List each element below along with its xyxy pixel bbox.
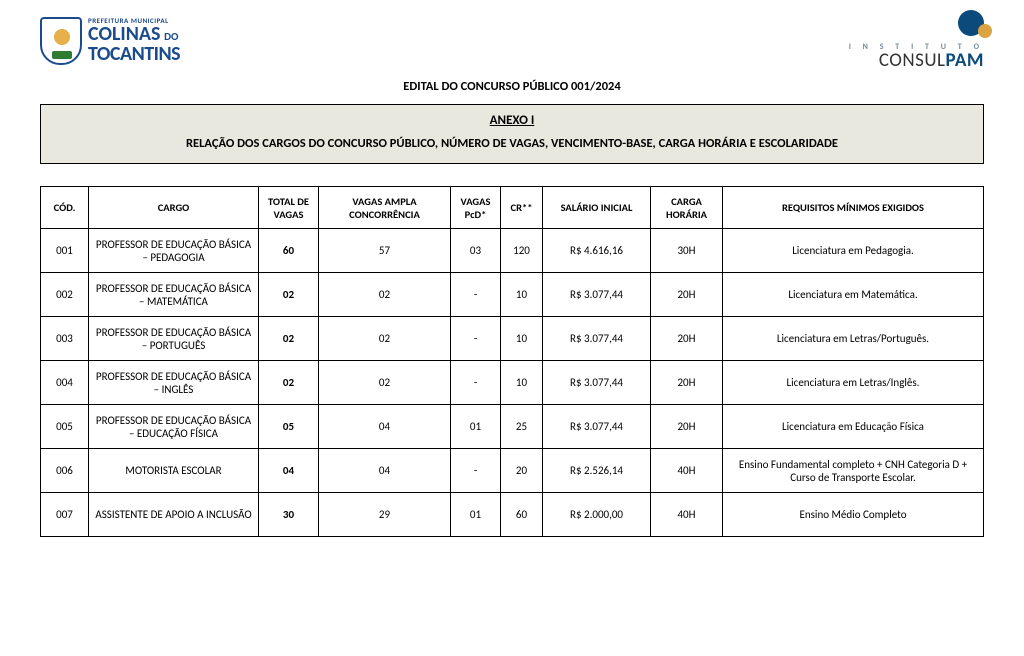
cell-cargo: PROFESSOR DE EDUCAÇÃO BÁSICA – INGLÊS <box>89 361 259 405</box>
institute-logo: I N S T I T U T O CONSULPAM <box>849 10 984 71</box>
cell-total: 02 <box>259 317 319 361</box>
cell-sal: R$ 3.077,44 <box>543 317 651 361</box>
cell-cod: 001 <box>41 229 89 273</box>
cell-total: 30 <box>259 493 319 537</box>
cell-sal: R$ 3.077,44 <box>543 273 651 317</box>
cell-total: 02 <box>259 273 319 317</box>
cell-cargo: PROFESSOR DE EDUCAÇÃO BÁSICA – MATEMÁTIC… <box>89 273 259 317</box>
cell-ch: 20H <box>651 317 723 361</box>
th-cod: CÓD. <box>41 187 89 229</box>
table-row: 001PROFESSOR DE EDUCAÇÃO BÁSICA – PEDAGO… <box>41 229 984 273</box>
cell-ampla: 57 <box>319 229 451 273</box>
table-row: 006MOTORISTA ESCOLAR0404-20R$ 2.526,1440… <box>41 449 984 493</box>
cell-ampla: 04 <box>319 449 451 493</box>
cell-total: 02 <box>259 361 319 405</box>
cell-pcd: - <box>451 317 501 361</box>
table-row: 004PROFESSOR DE EDUCAÇÃO BÁSICA – INGLÊS… <box>41 361 984 405</box>
city-sub-label: TOCANTINS <box>88 44 180 64</box>
cell-cargo: PROFESSOR DE EDUCAÇÃO BÁSICA – PORTUGUÊS <box>89 317 259 361</box>
table-body: 001PROFESSOR DE EDUCAÇÃO BÁSICA – PEDAGO… <box>41 229 984 537</box>
cell-cr: 25 <box>501 405 543 449</box>
edital-title: EDITAL DO CONCURSO PÚBLICO 001/2024 <box>40 79 984 94</box>
cell-ch: 20H <box>651 361 723 405</box>
cell-pcd: - <box>451 273 501 317</box>
cell-sal: R$ 2.000,00 <box>543 493 651 537</box>
cell-cod: 006 <box>41 449 89 493</box>
cell-cr: 60 <box>501 493 543 537</box>
cell-req: Licenciatura em Matemática. <box>723 273 984 317</box>
th-req: REQUISITOS MÍNIMOS EXIGIDOS <box>723 187 984 229</box>
cell-total: 05 <box>259 405 319 449</box>
institute-main-a: CONSUL <box>879 49 946 72</box>
cell-req: Licenciatura em Letras/Inglês. <box>723 361 984 405</box>
cell-pcd: 03 <box>451 229 501 273</box>
cell-sal: R$ 3.077,44 <box>543 361 651 405</box>
cell-total: 60 <box>259 229 319 273</box>
cell-cr: 20 <box>501 449 543 493</box>
cell-pcd: 01 <box>451 405 501 449</box>
th-pcd: VAGAS PcD* <box>451 187 501 229</box>
jobs-table: CÓD. CARGO TOTAL DE VAGAS VAGAS AMPLA CO… <box>40 186 984 537</box>
table-head: CÓD. CARGO TOTAL DE VAGAS VAGAS AMPLA CO… <box>41 187 984 229</box>
cell-cod: 002 <box>41 273 89 317</box>
anexo-subtitle: RELAÇÃO DOS CARGOS DO CONCURSO PÚBLICO, … <box>51 136 973 151</box>
cell-cr: 10 <box>501 317 543 361</box>
cell-ampla: 02 <box>319 273 451 317</box>
th-total: TOTAL DE VAGAS <box>259 187 319 229</box>
cell-req: Ensino Fundamental completo + CNH Catego… <box>723 449 984 493</box>
cell-ampla: 02 <box>319 317 451 361</box>
cell-ch: 20H <box>651 273 723 317</box>
cell-cargo: PROFESSOR DE EDUCAÇÃO BÁSICA – PEDAGOGIA <box>89 229 259 273</box>
cell-ch: 40H <box>651 449 723 493</box>
table-row: 003PROFESSOR DE EDUCAÇÃO BÁSICA – PORTUG… <box>41 317 984 361</box>
institute-main-b: PAM <box>946 49 984 72</box>
institute-icon <box>958 10 984 36</box>
cell-ch: 20H <box>651 405 723 449</box>
th-ampla: VAGAS AMPLA CONCORRÊNCIA <box>319 187 451 229</box>
cell-ampla: 04 <box>319 405 451 449</box>
cell-cod: 005 <box>41 405 89 449</box>
page-header: PREFEITURA MUNICIPAL COLINAS DO TOCANTIN… <box>40 10 984 71</box>
shield-icon <box>40 17 82 65</box>
cell-sal: R$ 3.077,44 <box>543 405 651 449</box>
cell-total: 04 <box>259 449 319 493</box>
city-text: PREFEITURA MUNICIPAL COLINAS DO TOCANTIN… <box>88 17 180 64</box>
cell-cr: 10 <box>501 361 543 405</box>
cell-req: Licenciatura em Letras/Português. <box>723 317 984 361</box>
cell-req: Licenciatura em Pedagogia. <box>723 229 984 273</box>
cell-cod: 007 <box>41 493 89 537</box>
cell-cod: 004 <box>41 361 89 405</box>
cell-req: Licenciatura em Educação Física <box>723 405 984 449</box>
th-cargo: CARGO <box>89 187 259 229</box>
cell-pcd: - <box>451 449 501 493</box>
cell-cr: 10 <box>501 273 543 317</box>
cell-cargo: ASSISTENTE DE APOIO A INCLUSÃO <box>89 493 259 537</box>
institute-main: CONSULPAM <box>849 51 984 71</box>
cell-pcd: - <box>451 361 501 405</box>
anexo-box: ANEXO I RELAÇÃO DOS CARGOS DO CONCURSO P… <box>40 104 984 164</box>
cell-sal: R$ 4.616,16 <box>543 229 651 273</box>
anexo-title: ANEXO I <box>51 113 973 128</box>
cell-ampla: 02 <box>319 361 451 405</box>
cell-cr: 120 <box>501 229 543 273</box>
th-cr: CR** <box>501 187 543 229</box>
table-row: 005PROFESSOR DE EDUCAÇÃO BÁSICA – EDUCAÇ… <box>41 405 984 449</box>
city-main-label: COLINAS DO <box>88 24 180 44</box>
cell-req: Ensino Médio Completo <box>723 493 984 537</box>
cell-cod: 003 <box>41 317 89 361</box>
cell-ch: 40H <box>651 493 723 537</box>
th-sal: SALÁRIO INICIAL <box>543 187 651 229</box>
city-logo: PREFEITURA MUNICIPAL COLINAS DO TOCANTIN… <box>40 17 180 65</box>
table-row: 007ASSISTENTE DE APOIO A INCLUSÃO3029016… <box>41 493 984 537</box>
table-header-row: CÓD. CARGO TOTAL DE VAGAS VAGAS AMPLA CO… <box>41 187 984 229</box>
cell-sal: R$ 2.526,14 <box>543 449 651 493</box>
cell-cargo: MOTORISTA ESCOLAR <box>89 449 259 493</box>
cell-pcd: 01 <box>451 493 501 537</box>
cell-cargo: PROFESSOR DE EDUCAÇÃO BÁSICA – EDUCAÇÃO … <box>89 405 259 449</box>
th-ch: CARGA HORÁRIA <box>651 187 723 229</box>
cell-ampla: 29 <box>319 493 451 537</box>
table-row: 002PROFESSOR DE EDUCAÇÃO BÁSICA – MATEMÁ… <box>41 273 984 317</box>
cell-ch: 30H <box>651 229 723 273</box>
